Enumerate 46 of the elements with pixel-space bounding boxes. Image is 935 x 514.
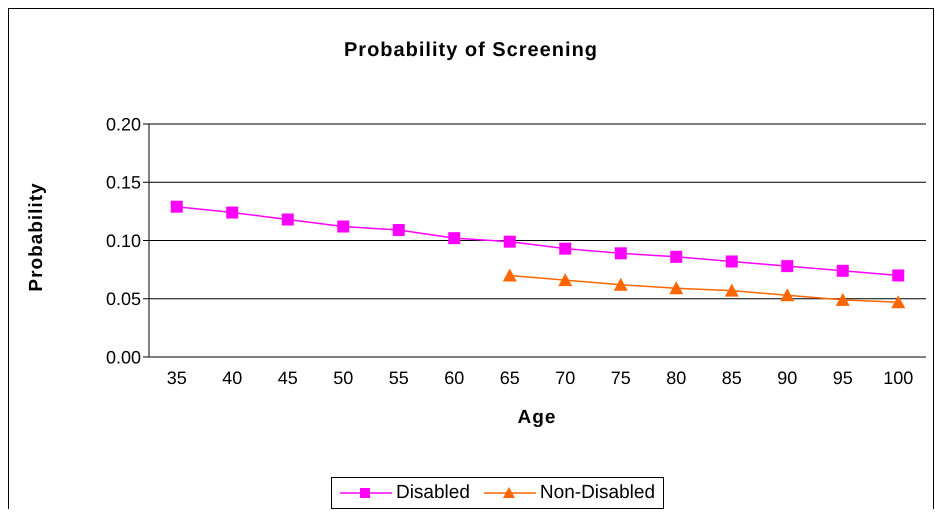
x-tick-label: 90 bbox=[777, 368, 798, 388]
point bbox=[780, 288, 794, 302]
x-tick-label: 55 bbox=[388, 368, 409, 388]
x-tick-label: 95 bbox=[832, 368, 853, 388]
point bbox=[614, 278, 628, 291]
point bbox=[836, 264, 849, 277]
y-tick-label: 0.10 bbox=[106, 230, 141, 251]
x-tick-label: 40 bbox=[222, 368, 242, 388]
point bbox=[226, 206, 238, 219]
x-tick-label: 80 bbox=[666, 368, 686, 388]
legend-label: Disabled bbox=[396, 482, 470, 504]
x-axis-title: Age bbox=[516, 407, 558, 429]
y-tick-label: 0.15 bbox=[106, 172, 141, 193]
point bbox=[781, 260, 794, 272]
point bbox=[282, 214, 294, 226]
y-tick-label: 0.05 bbox=[106, 289, 141, 310]
x-tick-label: 50 bbox=[333, 368, 354, 388]
x-tick-label: 100 bbox=[883, 368, 914, 388]
y-axis-title: Probability bbox=[26, 182, 48, 292]
x-tick-label: 60 bbox=[444, 368, 464, 388]
x-tick-label: 35 bbox=[166, 368, 187, 388]
x-tick-label: 70 bbox=[555, 368, 576, 388]
point bbox=[670, 250, 682, 263]
point bbox=[724, 284, 739, 297]
point bbox=[614, 247, 627, 260]
point bbox=[337, 220, 350, 233]
point bbox=[558, 273, 572, 286]
point bbox=[170, 200, 183, 213]
y-tick-label: 0.00 bbox=[106, 347, 141, 368]
point bbox=[504, 236, 516, 248]
point bbox=[669, 281, 684, 294]
point bbox=[448, 232, 460, 244]
point bbox=[892, 269, 904, 282]
x-tick-label: 75 bbox=[610, 368, 631, 388]
point bbox=[559, 242, 572, 255]
point bbox=[891, 295, 906, 308]
x-tick-label: 85 bbox=[722, 368, 742, 388]
legend-label: Non-Disabled bbox=[540, 482, 656, 504]
x-tick-label: 65 bbox=[500, 368, 520, 388]
point bbox=[726, 255, 738, 268]
chart-title: Probability of Screening bbox=[342, 39, 600, 62]
point bbox=[836, 292, 850, 306]
point bbox=[392, 224, 405, 236]
y-tick-label: 0.20 bbox=[106, 114, 141, 134]
point bbox=[502, 268, 517, 282]
x-tick-label: 45 bbox=[278, 368, 298, 388]
